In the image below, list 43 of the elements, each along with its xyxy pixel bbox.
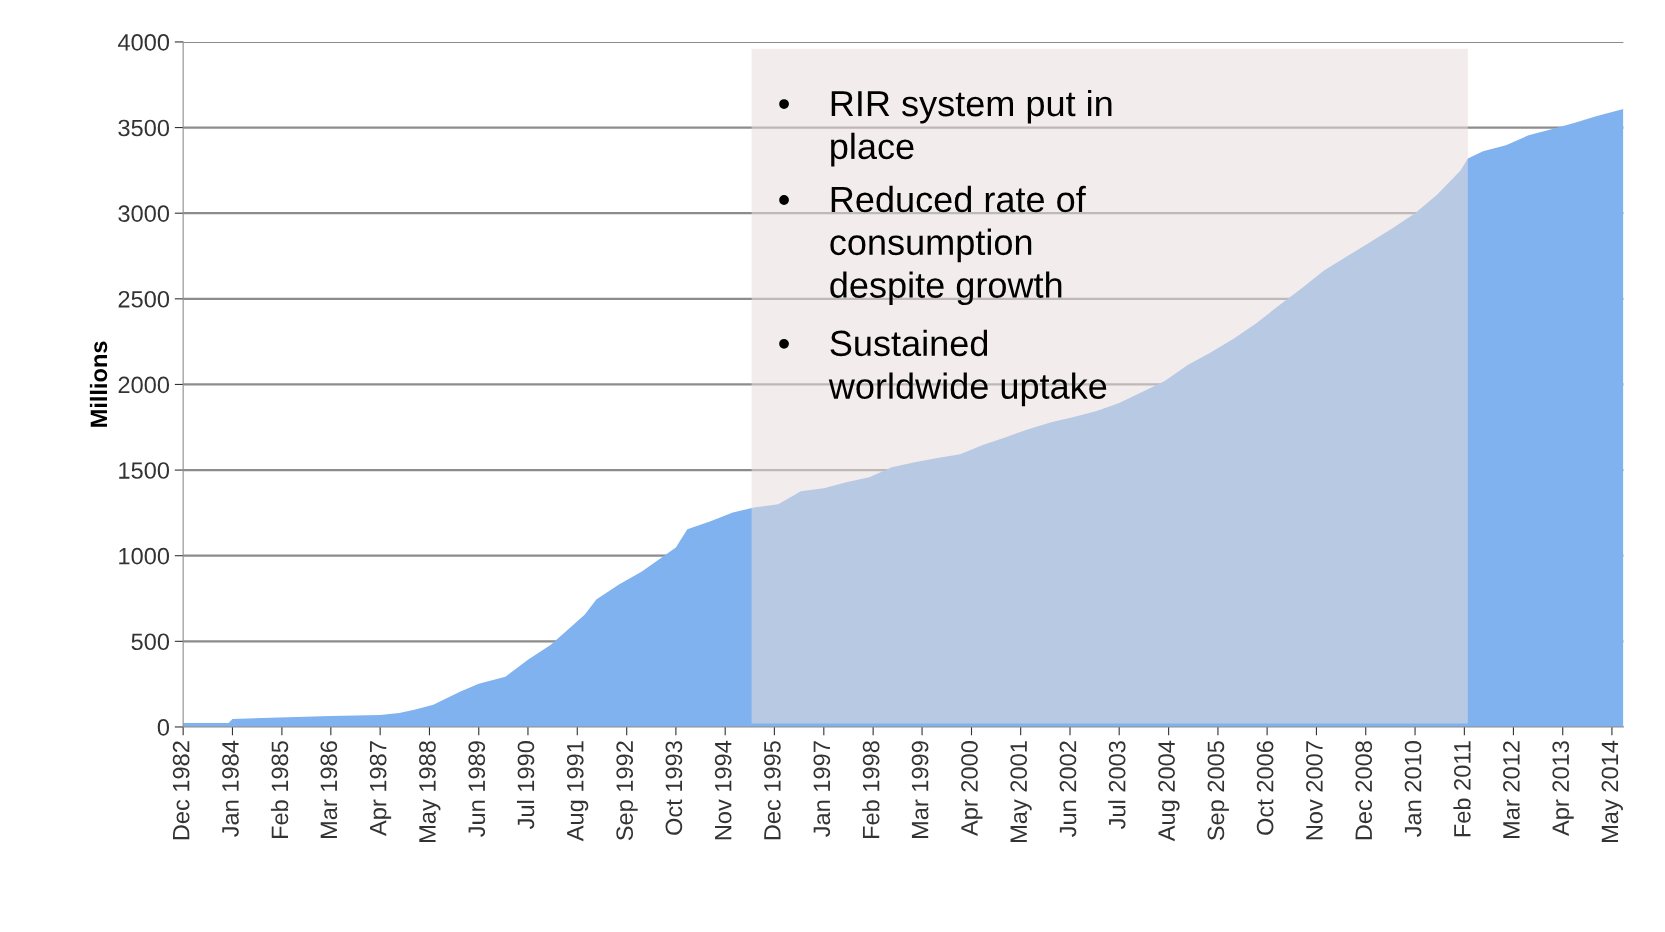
y-tick-label: 1000	[119, 547, 170, 565]
x-tick-label: Apr 2000	[961, 741, 983, 836]
y-tick-label: 2500	[118, 290, 170, 308]
x-tick-label: Mar 1986	[320, 741, 338, 838]
x-tick-label: Aug 2004	[1158, 740, 1180, 842]
x-tick-label: Apr 1987	[369, 741, 392, 836]
x-tick-label: Oct 1993	[665, 741, 683, 835]
y-axis-title: Millions	[89, 341, 108, 427]
x-tick-label: May 2014	[1601, 740, 1623, 842]
x-tick-label: May 1988	[419, 741, 441, 842]
x-tick-label: Jun 1989	[468, 741, 486, 837]
annotation: • RIR system put in place	[779, 89, 1112, 167]
x-tick-label: Sep 2005	[1207, 741, 1229, 841]
x-tick-label: Jan 1997	[813, 741, 831, 837]
x-tick-label: Dec 1995	[764, 741, 781, 840]
x-tick-label: Oct 2006	[1256, 741, 1274, 835]
x-tick-label: Nov 2007	[1306, 741, 1323, 840]
y-tick-label: 0	[157, 719, 170, 736]
annotation: • Reduced rate of consumption despite growth	[779, 185, 1086, 306]
x-tick-label: Jul 2003	[1108, 741, 1126, 830]
y-tick-label: 3000	[118, 205, 170, 222]
x-tick-label: Feb 1985	[270, 741, 289, 838]
y-tick-label: 500	[131, 633, 170, 651]
x-tick-label: Jul 1990	[516, 741, 535, 830]
annotation: • Sustained worldwide uptake	[779, 329, 1107, 407]
x-tick-label: Dec 1982	[172, 741, 190, 840]
x-tick-label: Feb 2011	[1453, 741, 1471, 837]
x-tick-label: Feb 1998	[862, 741, 880, 838]
x-tick-label: Dec 2008	[1355, 741, 1373, 840]
x-tick-label: May 2001	[1010, 741, 1032, 842]
x-tick-label: Mar 2012	[1503, 741, 1520, 838]
x-tick-label: Jan 2010	[1404, 741, 1422, 837]
y-tick-label: 2000	[118, 376, 170, 394]
x-tick-label: Sep 1992	[616, 741, 638, 841]
x-tick-label: Jan 1984	[222, 740, 239, 837]
x-tick-label: Aug 1991	[566, 741, 589, 842]
x-tick-label: Jun 2002	[1059, 741, 1077, 837]
y-tick-label: 3500	[118, 119, 170, 137]
y-tick-label: 4000	[117, 34, 170, 51]
y-tick-label: 1500	[119, 462, 170, 479]
x-tick-label: Apr 2013	[1552, 741, 1574, 836]
x-tick-label: Mar 1999	[911, 741, 929, 838]
x-tick-label: Nov 1994	[714, 740, 732, 840]
